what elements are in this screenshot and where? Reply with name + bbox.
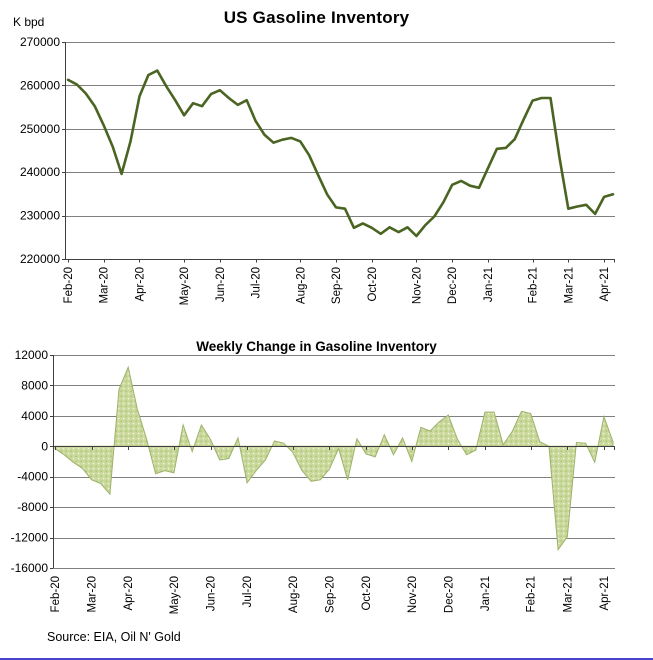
- y-tick-label: -16000: [11, 561, 49, 575]
- y-tick-label: -4000: [17, 470, 48, 484]
- y-tick-label: -12000: [11, 531, 49, 545]
- weekly-change-area: [54, 365, 614, 552]
- y-tick-label: -8000: [17, 500, 48, 514]
- source-note: Source: EIA, Oil N' Gold: [47, 630, 181, 644]
- y-tick-label: 240000: [20, 165, 60, 179]
- x-tick-label: Feb-21: [526, 576, 538, 612]
- x-tick-label: Mar-20: [87, 576, 99, 612]
- inventory-chart: 270000260000250000240000230000220000Feb-…: [20, 35, 615, 305]
- y-tick-label: 260000: [20, 78, 60, 92]
- x-tick-label: Mar-21: [563, 267, 575, 303]
- y-axis-unit-label: K bpd: [13, 15, 45, 29]
- x-tick-label: Dec-20: [443, 576, 455, 613]
- x-tick-label: Apr-21: [599, 267, 611, 302]
- x-tick-label: May-20: [179, 267, 191, 305]
- inventory-line: [66, 69, 615, 238]
- x-tick-label: Jun-20: [206, 576, 218, 611]
- x-tick-label: Nov-20: [407, 576, 419, 613]
- x-tick-label: Dec-20: [447, 267, 459, 304]
- x-tick-label: Aug-20: [295, 267, 307, 304]
- x-tick-label: Jan-21: [480, 576, 492, 611]
- x-tick-label: Feb-20: [63, 267, 75, 303]
- x-tick-label: Apr-20: [123, 576, 135, 611]
- y-tick-label: 4000: [21, 409, 48, 423]
- x-tick-label: Sep-20: [324, 576, 336, 613]
- inventory-chart-title: US Gasoline Inventory: [223, 8, 410, 27]
- y-tick-label: 250000: [20, 122, 60, 136]
- x-tick-label: Mar-20: [99, 267, 111, 303]
- y-tick-label: 8000: [21, 378, 48, 392]
- y-tick-label: 270000: [20, 35, 60, 49]
- x-tick-label: May-20: [169, 576, 181, 614]
- x-tick-label: Jul-20: [242, 576, 254, 607]
- y-tick-label: 220000: [20, 252, 60, 266]
- x-tick-label: Mar-21: [562, 576, 574, 612]
- x-tick-label: Oct-20: [361, 576, 373, 611]
- x-tick-label: Jun-20: [215, 267, 227, 302]
- y-tick-label: 12000: [15, 348, 49, 362]
- x-tick-label: Jan-21: [483, 267, 495, 302]
- y-tick-label: 230000: [20, 209, 60, 223]
- x-tick-label: Feb-21: [528, 267, 540, 303]
- change-chart-title: Weekly Change in Gasoline Inventory: [196, 339, 437, 354]
- x-tick-label: Aug-20: [288, 576, 300, 613]
- bottom-rule: [0, 658, 653, 660]
- x-tick-label: Feb-20: [50, 576, 62, 612]
- x-tick-label: Sep-20: [331, 267, 343, 304]
- x-tick-label: Nov-20: [411, 267, 423, 304]
- x-tick-label: Apr-20: [134, 267, 146, 302]
- y-tick-label: 0: [41, 439, 48, 453]
- x-tick-label: Jul-20: [251, 267, 263, 298]
- change-chart: 12000800040000-4000-8000-12000-16000Feb-…: [11, 348, 615, 614]
- x-tick-label: Apr-21: [599, 576, 611, 611]
- x-tick-label: Oct-20: [367, 267, 379, 302]
